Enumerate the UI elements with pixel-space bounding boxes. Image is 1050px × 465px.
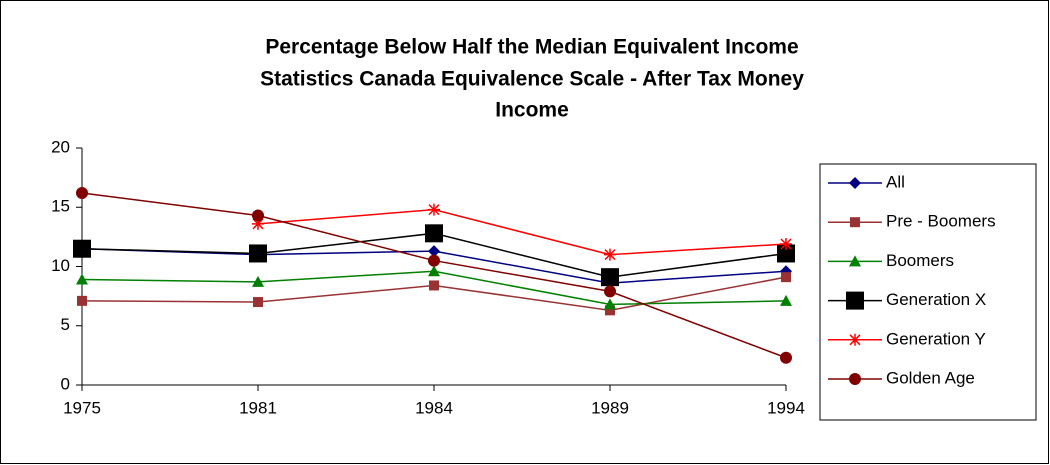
data-point [605,305,615,316]
legend-label: All [886,172,905,191]
legend-label: Boomers [886,251,954,270]
data-point [252,209,264,222]
data-point [780,294,792,306]
data-point [428,203,440,216]
legend-marker [849,255,861,267]
y-tick-label: 15 [51,197,70,216]
x-tick-label: 1989 [591,398,629,417]
data-point [425,224,443,243]
data-point [604,285,616,298]
data-point [781,272,791,283]
data-point [604,298,616,310]
data-point [428,265,440,277]
legend-marker [849,177,861,189]
legend-label: Golden Age [886,368,975,387]
data-point [73,239,91,258]
data-point [780,237,792,250]
data-point [77,295,87,306]
legend-label: Generation X [886,290,986,309]
data-point [601,268,619,287]
x-tick-label: 1984 [415,398,453,417]
y-tick-label: 0 [61,374,70,393]
data-point [252,217,264,230]
legend-label: Generation Y [886,329,986,348]
x-tick-label: 1994 [767,398,805,417]
data-point [780,351,792,364]
data-point [76,187,88,200]
chart-title: Income [495,99,569,122]
legend-marker [849,333,861,346]
data-point [252,275,264,287]
chart-title: Percentage Below Half the Median Equival… [265,36,798,59]
legend-marker [850,217,860,228]
data-point [604,248,616,261]
chart-title: Statistics Canada Equivalence Scale - Af… [260,68,804,91]
series-line [257,208,787,256]
legend-label: Pre - Boomers [886,212,996,231]
legend-marker [846,291,864,310]
x-tick-label: 1981 [239,398,277,417]
legend-marker [849,373,861,385]
data-point [429,280,439,291]
data-point [253,297,263,308]
x-tick-label: 1975 [63,398,101,417]
data-point [249,244,267,263]
y-tick-label: 10 [51,256,70,275]
data-point [428,245,440,258]
y-tick-label: 5 [61,315,70,334]
data-point [76,273,88,285]
data-point [428,254,440,267]
y-tick-label: 20 [51,137,70,156]
